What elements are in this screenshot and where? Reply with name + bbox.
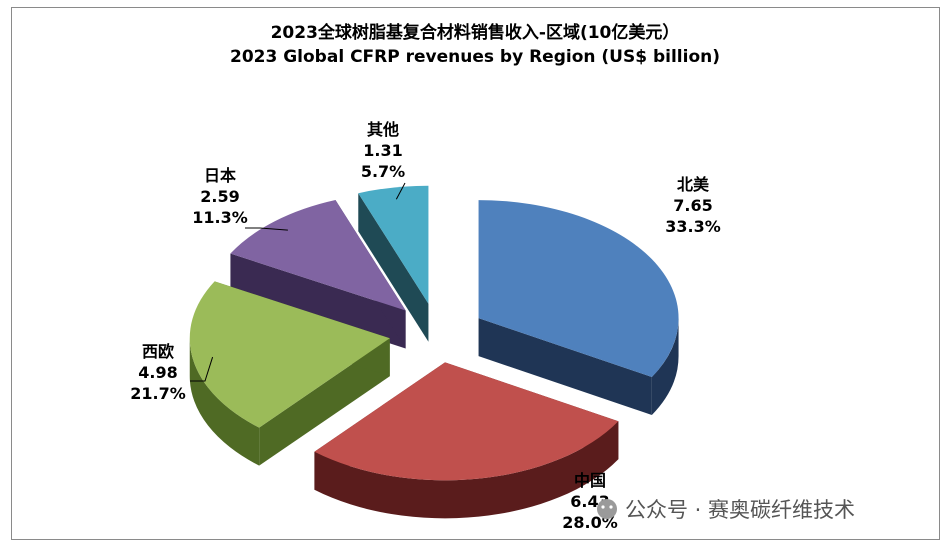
- pie-slice-4: [358, 185, 429, 342]
- pie-slice-0: [478, 200, 679, 416]
- watermark-text: 公众号 · 赛奥碳纤维技术: [625, 498, 855, 522]
- slice-value-2: 4.98: [138, 363, 177, 382]
- leader-line-3: [245, 227, 288, 231]
- slice-top-3: [230, 199, 406, 311]
- slice-label-other: 其他 1.31 5.7%: [361, 120, 405, 181]
- leader-line-4: [395, 182, 406, 200]
- slice-percent-3: 11.3%: [192, 208, 248, 227]
- pie-slice-1: [314, 362, 619, 519]
- slice-wall-start-3: [230, 253, 406, 349]
- slice-top-4: [358, 185, 429, 304]
- slice-top-2: [189, 281, 390, 428]
- slice-name-2: 西欧: [142, 342, 174, 361]
- slice-wall-end-0: [478, 318, 652, 416]
- slice-label-japan: 日本 2.59 11.3%: [192, 166, 248, 227]
- slice-wall-start-4: [358, 193, 429, 342]
- slice-percent-0: 33.3%: [665, 217, 721, 236]
- slice-rim-1: [314, 421, 619, 519]
- pie-slice-3: [230, 199, 406, 349]
- slice-name-0: 北美: [677, 175, 710, 194]
- slice-percent-4: 5.7%: [361, 162, 405, 181]
- slice-name-3: 日本: [204, 166, 236, 185]
- chart-title: 2023全球树脂基复合材料销售收入-区域(10亿美元）: [271, 22, 680, 43]
- slice-percent-2: 21.7%: [130, 384, 186, 403]
- slice-label-western-europe: 西欧 4.98 21.7%: [130, 342, 186, 403]
- slice-name-1: 中国: [574, 471, 606, 490]
- watermark: 公众号 · 赛奥碳纤维技术: [597, 498, 855, 522]
- slice-name-4: 其他: [367, 120, 399, 139]
- slice-value-0: 7.65: [673, 196, 712, 215]
- pie-slice-2: [189, 281, 390, 466]
- slice-wall-start-2: [259, 338, 390, 466]
- slice-top-0: [478, 200, 679, 378]
- slice-value-4: 1.31: [363, 141, 402, 160]
- slice-top-1: [314, 362, 619, 481]
- wechat-icon: [597, 499, 617, 519]
- slice-rim-0: [651, 318, 679, 416]
- slice-rim-2: [189, 338, 260, 466]
- slice-label-north-america: 北美 7.65 33.3%: [665, 175, 721, 236]
- chart-subtitle: 2023 Global CFRP revenues by Region (US$…: [230, 47, 720, 67]
- slice-value-3: 2.59: [200, 187, 239, 206]
- leader-line-2: [190, 356, 214, 382]
